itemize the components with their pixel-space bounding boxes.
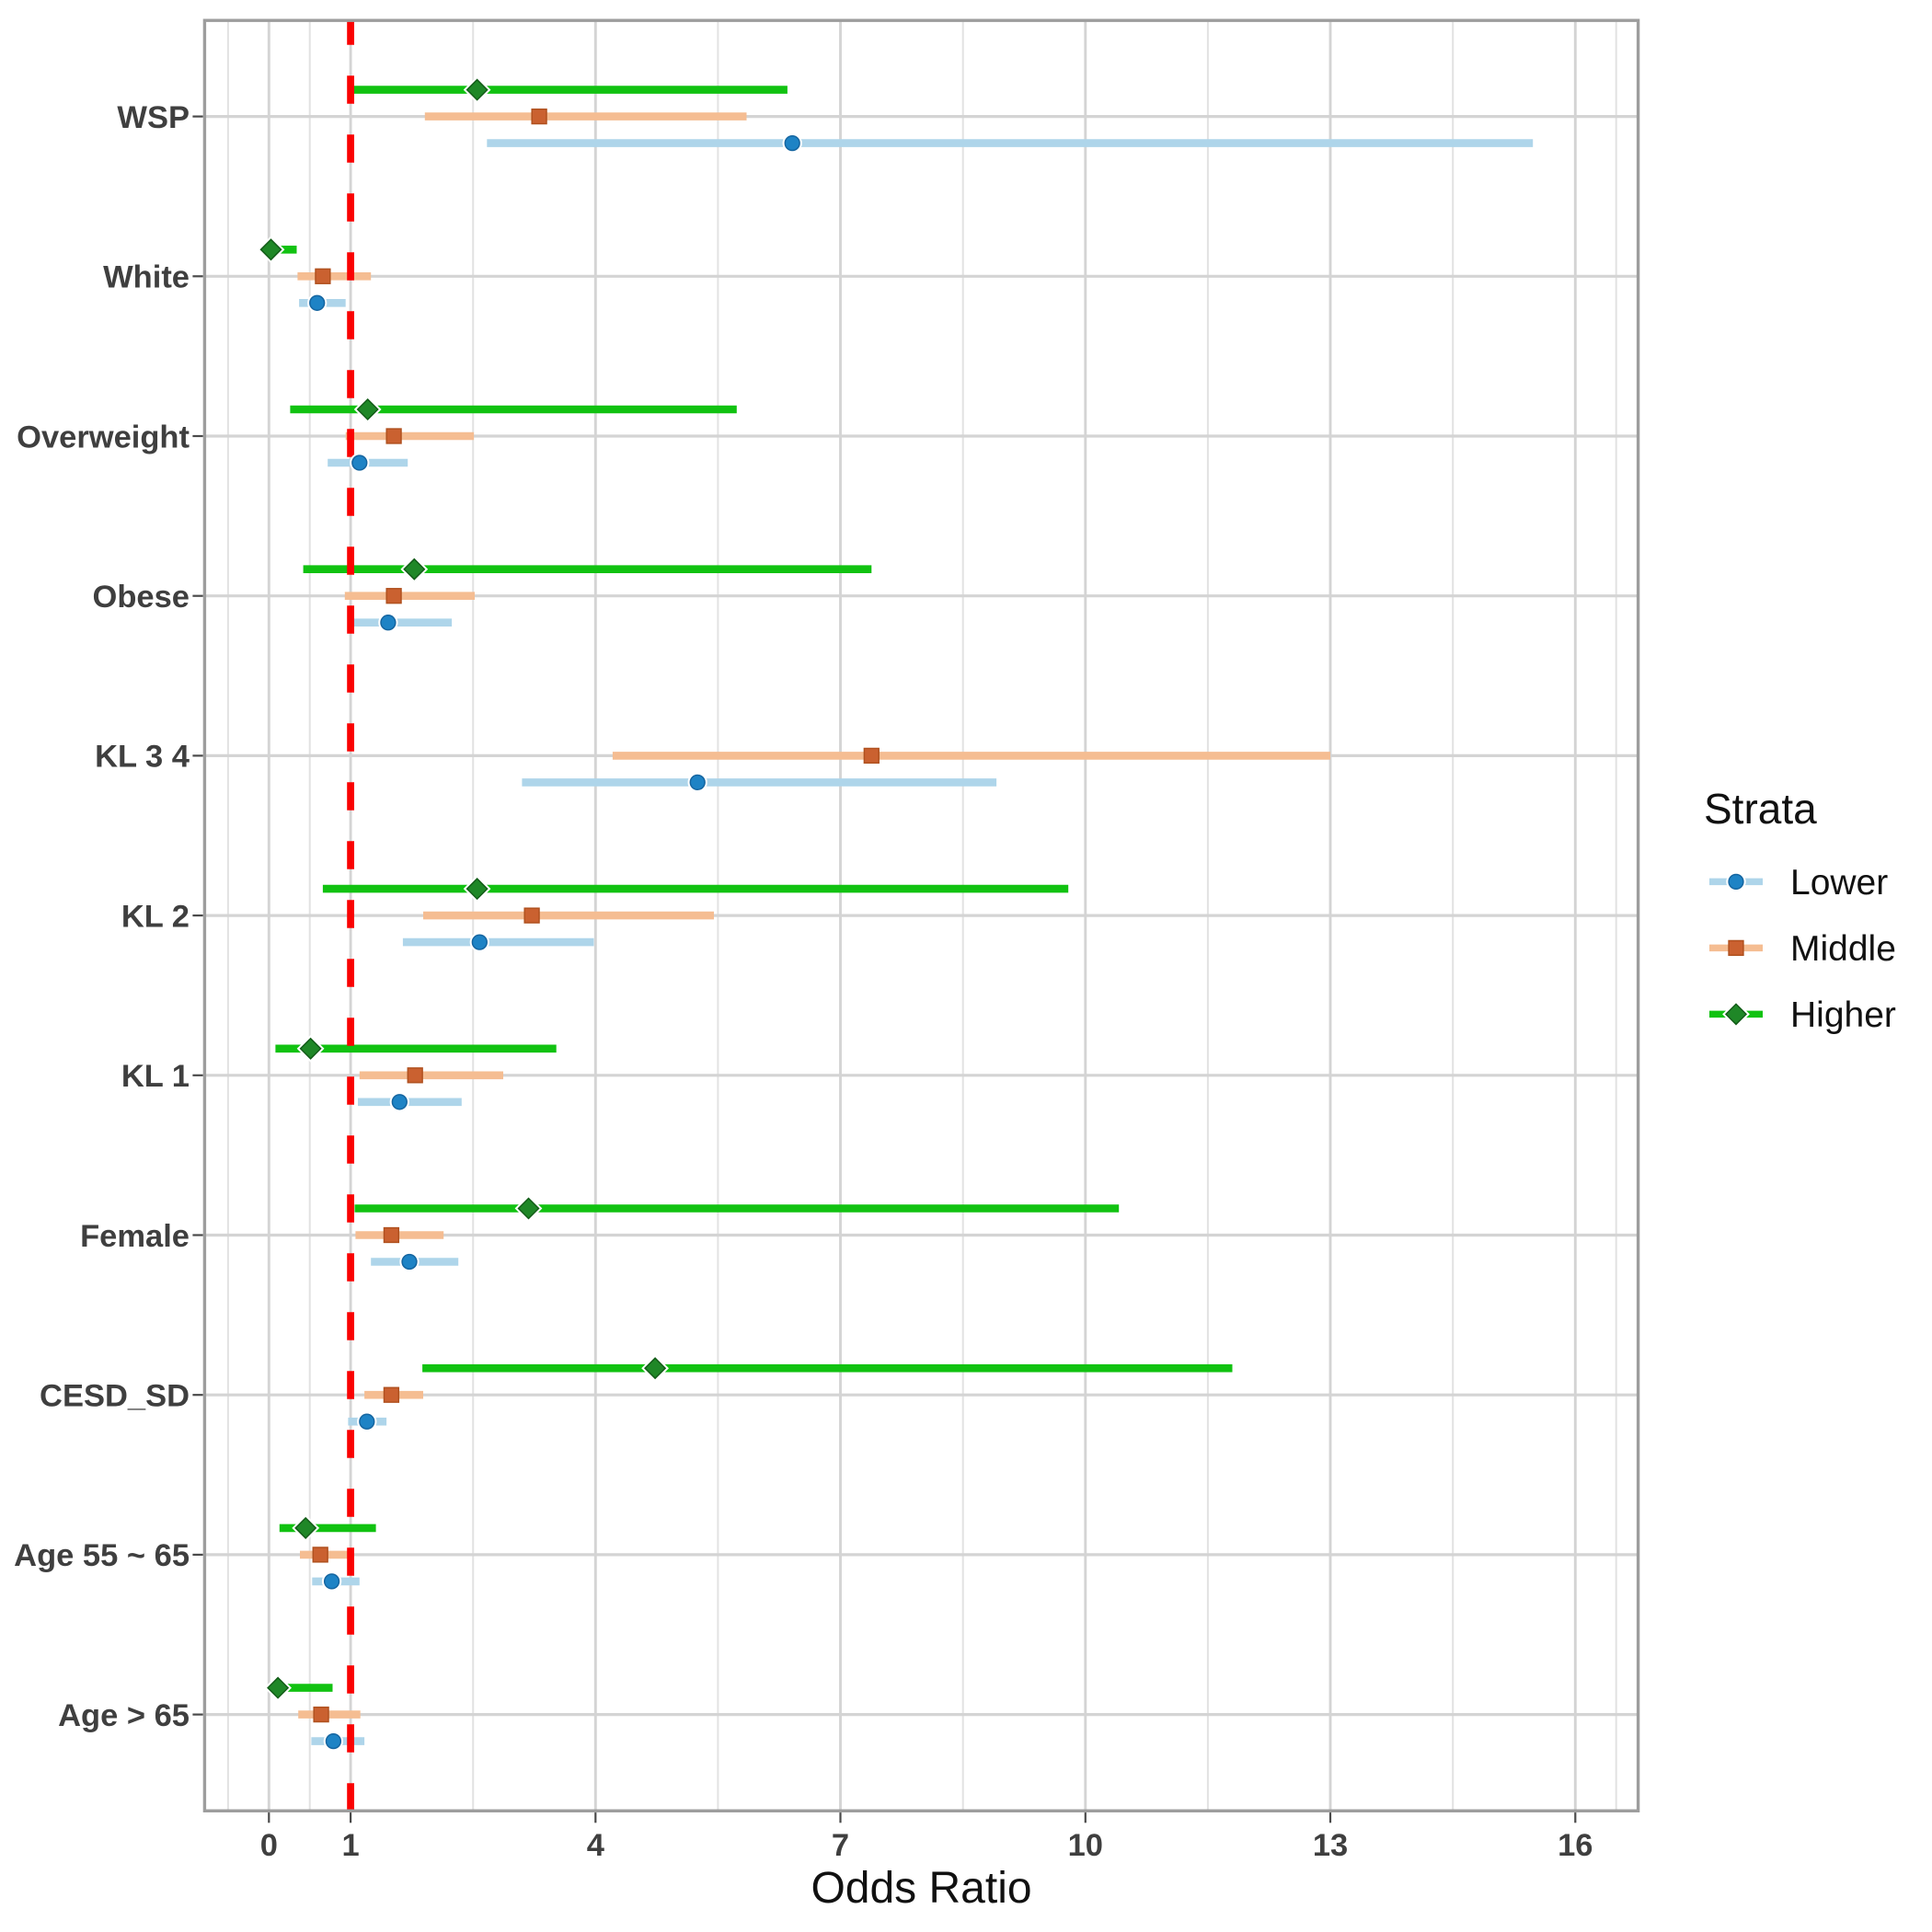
svg-text:White: White xyxy=(103,260,190,295)
svg-text:Age 55 ~ 65: Age 55 ~ 65 xyxy=(14,1538,190,1573)
svg-text:4: 4 xyxy=(587,1828,604,1863)
svg-text:Odds Ratio: Odds Ratio xyxy=(811,1864,1031,1913)
svg-text:Overweight: Overweight xyxy=(17,420,190,454)
svg-text:CESD_SD: CESD_SD xyxy=(40,1379,190,1414)
svg-text:1: 1 xyxy=(342,1828,360,1863)
svg-text:16: 16 xyxy=(1558,1828,1593,1863)
svg-text:Obese: Obese xyxy=(93,580,190,615)
svg-text:Higher: Higher xyxy=(1790,995,1896,1035)
svg-text:Middle: Middle xyxy=(1790,929,1896,969)
svg-text:Age > 65: Age > 65 xyxy=(58,1698,190,1733)
svg-text:7: 7 xyxy=(832,1828,849,1863)
svg-text:Strata: Strata xyxy=(1704,785,1817,833)
svg-text:KL 2: KL 2 xyxy=(121,899,190,934)
svg-text:13: 13 xyxy=(1313,1828,1348,1863)
svg-text:10: 10 xyxy=(1068,1828,1103,1863)
svg-text:Female: Female xyxy=(80,1219,190,1254)
svg-text:Lower: Lower xyxy=(1790,863,1888,903)
svg-text:KL 1: KL 1 xyxy=(121,1059,190,1094)
svg-text:KL 3 4: KL 3 4 xyxy=(95,740,190,775)
svg-text:0: 0 xyxy=(260,1828,278,1863)
svg-text:WSP: WSP xyxy=(117,100,190,135)
